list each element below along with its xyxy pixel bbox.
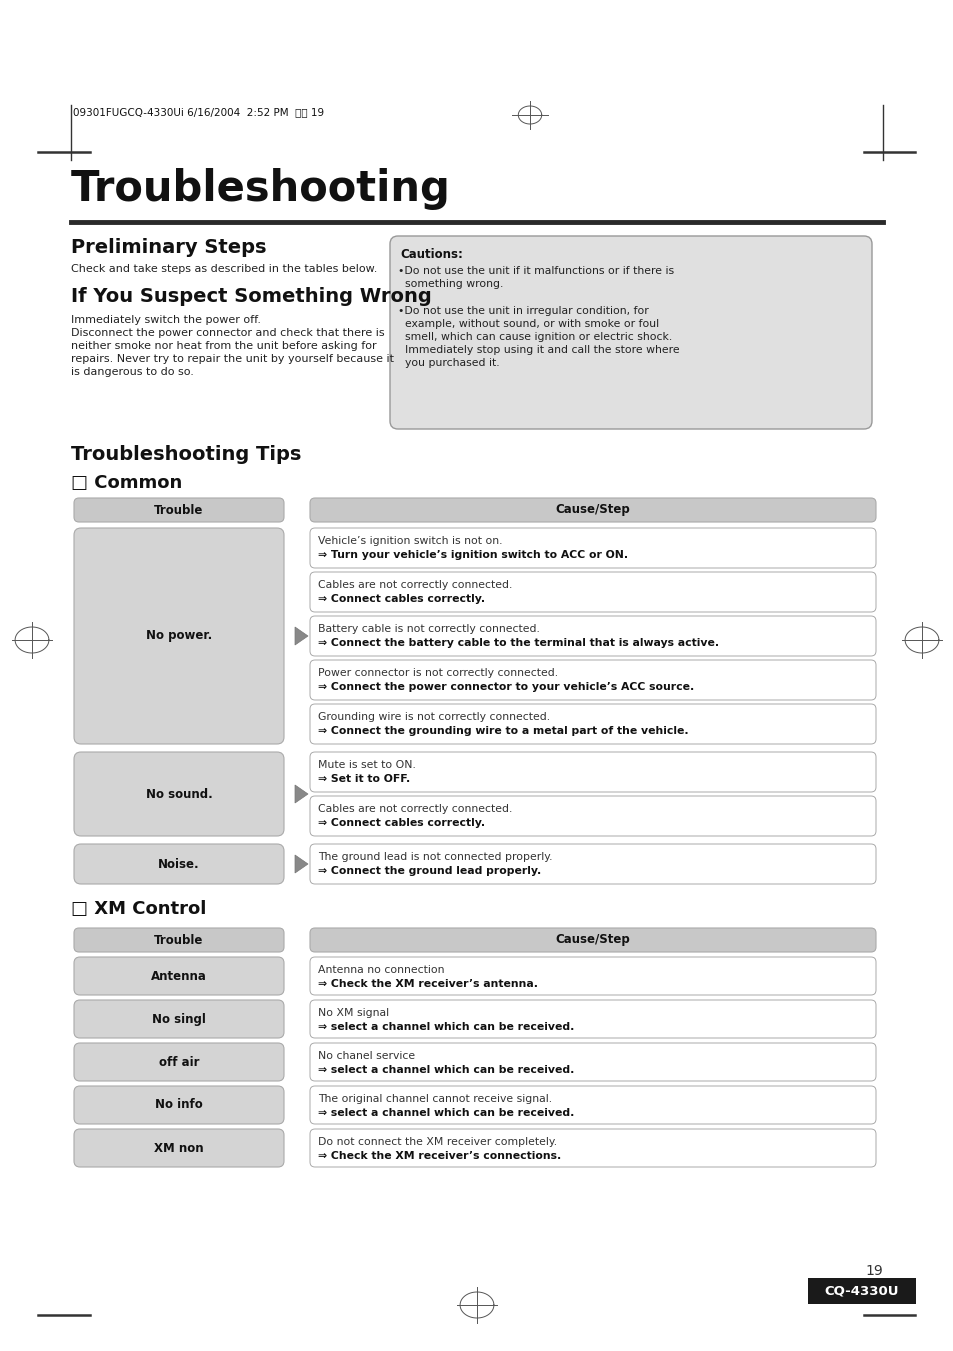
Text: ⇒ Connect the ground lead properly.: ⇒ Connect the ground lead properly. [317,866,540,875]
Text: Immediately stop using it and call the store where: Immediately stop using it and call the s… [397,345,679,355]
Text: No power.: No power. [146,630,212,643]
Text: Battery cable is not correctly connected.: Battery cable is not correctly connected… [317,624,539,634]
Text: No XM signal: No XM signal [317,1008,389,1019]
Text: The original channel cannot receive signal.: The original channel cannot receive sign… [317,1094,552,1104]
Text: ⇒ Check the XM receiver’s connections.: ⇒ Check the XM receiver’s connections. [317,1151,560,1161]
Text: ⇒ select a channel which can be received.: ⇒ select a channel which can be received… [317,1021,574,1032]
Polygon shape [294,855,308,873]
FancyBboxPatch shape [390,236,871,430]
Text: example, without sound, or with smoke or foul: example, without sound, or with smoke or… [397,319,659,330]
Text: XM non: XM non [154,1142,204,1155]
FancyBboxPatch shape [74,499,284,521]
Text: ⇒ Connect the grounding wire to a metal part of the vehicle.: ⇒ Connect the grounding wire to a metal … [317,725,688,736]
FancyBboxPatch shape [310,1129,875,1167]
Text: Cautions:: Cautions: [399,249,462,261]
FancyBboxPatch shape [74,1043,284,1081]
Text: Noise.: Noise. [158,858,199,870]
FancyBboxPatch shape [310,796,875,836]
Text: repairs. Never try to repair the unit by yourself because it: repairs. Never try to repair the unit by… [71,354,394,363]
Text: •Do not use the unit if it malfunctions or if there is: •Do not use the unit if it malfunctions … [397,266,674,276]
Text: Trouble: Trouble [154,934,204,947]
Text: •Do not use the unit in irregular condition, for: •Do not use the unit in irregular condit… [397,305,648,316]
Text: Cables are not correctly connected.: Cables are not correctly connected. [317,580,512,590]
Text: ⇒ Connect cables correctly.: ⇒ Connect cables correctly. [317,594,485,604]
FancyBboxPatch shape [310,1000,875,1038]
Text: Grounding wire is not correctly connected.: Grounding wire is not correctly connecte… [317,712,550,721]
FancyBboxPatch shape [310,616,875,657]
Text: Cause/Step: Cause/Step [555,934,630,947]
FancyBboxPatch shape [74,528,284,744]
FancyBboxPatch shape [74,1086,284,1124]
Text: If You Suspect Something Wrong: If You Suspect Something Wrong [71,286,432,305]
Text: ⇒ Connect cables correctly.: ⇒ Connect cables correctly. [317,817,485,828]
Text: you purchased it.: you purchased it. [397,358,499,367]
Text: neither smoke nor heat from the unit before asking for: neither smoke nor heat from the unit bef… [71,340,376,351]
Text: Antenna no connection: Antenna no connection [317,965,444,975]
Text: No singl: No singl [152,1012,206,1025]
FancyBboxPatch shape [74,928,284,952]
Text: Preliminary Steps: Preliminary Steps [71,238,266,257]
FancyBboxPatch shape [74,844,284,884]
Text: □ Common: □ Common [71,474,182,492]
FancyBboxPatch shape [310,753,875,792]
Bar [807,1278,915,1304]
FancyBboxPatch shape [310,957,875,994]
Text: Immediately switch the power off.: Immediately switch the power off. [71,315,261,326]
Text: off air: off air [158,1055,199,1069]
Polygon shape [294,785,308,802]
Text: Do not connect the XM receiver completely.: Do not connect the XM receiver completel… [317,1138,557,1147]
FancyBboxPatch shape [310,844,875,884]
Text: Power connector is not correctly connected.: Power connector is not correctly connect… [317,667,558,678]
Text: Disconnect the power connector and check that there is: Disconnect the power connector and check… [71,328,384,338]
FancyBboxPatch shape [74,1000,284,1038]
Text: Antenna: Antenna [151,970,207,982]
FancyBboxPatch shape [310,499,875,521]
FancyBboxPatch shape [310,1086,875,1124]
FancyBboxPatch shape [310,528,875,567]
Text: CQ-4330U: CQ-4330U [824,1285,899,1297]
Text: No chanel service: No chanel service [317,1051,415,1061]
FancyBboxPatch shape [74,957,284,994]
Text: Cause/Step: Cause/Step [555,504,630,516]
Text: ⇒ Set it to OFF.: ⇒ Set it to OFF. [317,774,410,784]
Text: □ XM Control: □ XM Control [71,900,206,917]
Text: ⇒ select a channel which can be received.: ⇒ select a channel which can be received… [317,1065,574,1075]
FancyBboxPatch shape [74,753,284,836]
Polygon shape [294,627,308,644]
Text: smell, which can cause ignition or electric shock.: smell, which can cause ignition or elect… [397,332,672,342]
FancyBboxPatch shape [74,1129,284,1167]
Text: Mute is set to ON.: Mute is set to ON. [317,761,416,770]
FancyBboxPatch shape [310,1043,875,1081]
Text: 09301FUGCQ-4330Ui 6/16/2004  2:52 PM  頁面 19: 09301FUGCQ-4330Ui 6/16/2004 2:52 PM 頁面 1… [73,107,324,118]
Text: ⇒ Connect the power connector to your vehicle’s ACC source.: ⇒ Connect the power connector to your ve… [317,682,694,692]
Text: is dangerous to do so.: is dangerous to do so. [71,367,193,377]
Text: something wrong.: something wrong. [397,280,503,289]
Text: The ground lead is not connected properly.: The ground lead is not connected properl… [317,852,552,862]
FancyBboxPatch shape [310,928,875,952]
Text: Check and take steps as described in the tables below.: Check and take steps as described in the… [71,263,377,274]
Text: Troubleshooting: Troubleshooting [71,168,451,209]
Text: ⇒ Check the XM receiver’s antenna.: ⇒ Check the XM receiver’s antenna. [317,979,537,989]
Text: Vehicle’s ignition switch is not on.: Vehicle’s ignition switch is not on. [317,536,502,546]
Text: ⇒ Connect the battery cable to the terminal that is always active.: ⇒ Connect the battery cable to the termi… [317,638,719,648]
Text: Troubleshooting Tips: Troubleshooting Tips [71,444,301,463]
Text: Trouble: Trouble [154,504,204,516]
Text: ⇒ select a channel which can be received.: ⇒ select a channel which can be received… [317,1108,574,1119]
Text: No sound.: No sound. [146,788,213,801]
Text: ⇒ Turn your vehicle’s ignition switch to ACC or ON.: ⇒ Turn your vehicle’s ignition switch to… [317,550,627,561]
Text: 19: 19 [864,1265,882,1278]
FancyBboxPatch shape [310,704,875,744]
FancyBboxPatch shape [310,571,875,612]
Text: Cables are not correctly connected.: Cables are not correctly connected. [317,804,512,815]
Text: No info: No info [155,1098,203,1112]
FancyBboxPatch shape [310,661,875,700]
